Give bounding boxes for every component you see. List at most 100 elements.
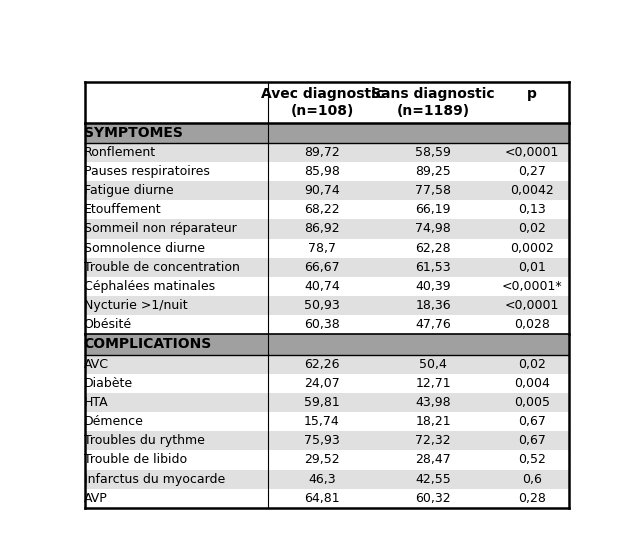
Text: 50,4: 50,4 [419, 358, 447, 371]
Text: Céphalées matinales: Céphalées matinales [84, 280, 215, 293]
Text: 75,93: 75,93 [304, 434, 340, 447]
Text: 90,74: 90,74 [304, 184, 340, 197]
Text: 40,39: 40,39 [415, 280, 451, 293]
Bar [85, 83, 569, 123]
Bar [85, 469, 569, 488]
Text: AVP: AVP [84, 492, 107, 505]
Bar [85, 412, 569, 431]
Bar [85, 200, 569, 219]
Text: 15,74: 15,74 [304, 415, 340, 428]
Text: 12,71: 12,71 [415, 377, 451, 390]
Bar [85, 393, 569, 412]
Text: <0,0001*: <0,0001* [502, 280, 563, 293]
Text: Somnolence diurne: Somnolence diurne [84, 242, 205, 254]
Bar [85, 258, 569, 277]
Bar [85, 238, 569, 258]
Text: Troubles du rythme: Troubles du rythme [84, 434, 205, 447]
Text: 0,02: 0,02 [518, 358, 546, 371]
Text: Pauses respiratoires: Pauses respiratoires [84, 165, 209, 178]
Text: Obésité: Obésité [84, 318, 132, 331]
Bar [85, 277, 569, 296]
Text: 0,52: 0,52 [518, 453, 546, 467]
Text: 89,72: 89,72 [304, 146, 340, 159]
Text: AVC: AVC [84, 358, 108, 371]
Text: (n=108): (n=108) [290, 104, 353, 118]
Text: 60,38: 60,38 [304, 318, 340, 331]
Text: 0,67: 0,67 [518, 434, 546, 447]
Text: 43,98: 43,98 [415, 396, 451, 409]
Text: 66,19: 66,19 [415, 203, 451, 216]
Text: Trouble de libido: Trouble de libido [84, 453, 187, 467]
Text: 42,55: 42,55 [415, 473, 451, 486]
Text: 0,004: 0,004 [514, 377, 550, 390]
Text: 0,0002: 0,0002 [510, 242, 554, 254]
Text: 59,81: 59,81 [304, 396, 340, 409]
Text: 47,76: 47,76 [415, 318, 451, 331]
Text: 28,47: 28,47 [415, 453, 451, 467]
Bar [85, 354, 569, 374]
Text: Démence: Démence [84, 415, 144, 428]
Text: 62,26: 62,26 [304, 358, 340, 371]
Text: 0,005: 0,005 [514, 396, 550, 409]
Text: HTA: HTA [84, 396, 108, 409]
Text: 61,53: 61,53 [415, 261, 451, 274]
Text: 29,52: 29,52 [304, 453, 340, 467]
Text: COMPLICATIONS: COMPLICATIONS [84, 337, 212, 352]
Text: 85,98: 85,98 [304, 165, 340, 178]
Text: Infarctus du myocarde: Infarctus du myocarde [84, 473, 225, 486]
Text: 78,7: 78,7 [308, 242, 336, 254]
Text: Etouffement: Etouffement [84, 203, 161, 216]
Bar [85, 315, 569, 334]
Text: 50,93: 50,93 [304, 299, 340, 312]
Text: 68,22: 68,22 [304, 203, 340, 216]
Text: 72,32: 72,32 [415, 434, 451, 447]
Text: 0,67: 0,67 [518, 415, 546, 428]
Text: 86,92: 86,92 [304, 223, 340, 235]
Text: Avec diagnostic: Avec diagnostic [260, 86, 383, 101]
Text: SYMPTOMES: SYMPTOMES [84, 126, 182, 139]
Bar [85, 334, 569, 354]
Text: 24,07: 24,07 [304, 377, 340, 390]
Text: <0,0001: <0,0001 [505, 299, 560, 312]
Text: 0,28: 0,28 [518, 492, 546, 505]
Text: 18,36: 18,36 [415, 299, 451, 312]
Text: Sommeil non réparateur: Sommeil non réparateur [84, 223, 237, 235]
Text: Trouble de concentration: Trouble de concentration [84, 261, 240, 274]
Text: <0,0001: <0,0001 [505, 146, 560, 159]
Bar [85, 181, 569, 200]
Bar [85, 219, 569, 238]
Text: 66,67: 66,67 [304, 261, 340, 274]
Text: Nycturie >1/nuit: Nycturie >1/nuit [84, 299, 188, 312]
Text: 62,28: 62,28 [415, 242, 451, 254]
Text: Fatigue diurne: Fatigue diurne [84, 184, 174, 197]
Text: 58,59: 58,59 [415, 146, 451, 159]
Bar [85, 162, 569, 181]
Text: 46,3: 46,3 [308, 473, 336, 486]
Text: 0,01: 0,01 [518, 261, 546, 274]
Text: 64,81: 64,81 [304, 492, 340, 505]
Text: Ronflement: Ronflement [84, 146, 156, 159]
Bar [85, 488, 569, 508]
Bar [85, 296, 569, 315]
Text: 77,58: 77,58 [415, 184, 451, 197]
Text: 0,028: 0,028 [514, 318, 550, 331]
Text: (n=1189): (n=1189) [397, 104, 470, 118]
Text: 74,98: 74,98 [415, 223, 451, 235]
Text: 0,02: 0,02 [518, 223, 546, 235]
Text: 0,0042: 0,0042 [510, 184, 554, 197]
Bar [85, 123, 569, 143]
Text: 0,13: 0,13 [518, 203, 546, 216]
Text: 60,32: 60,32 [415, 492, 451, 505]
Bar [85, 143, 569, 162]
Text: Diabète: Diabète [84, 377, 133, 390]
Text: 18,21: 18,21 [415, 415, 451, 428]
Bar [85, 374, 569, 393]
Text: 0,27: 0,27 [518, 165, 546, 178]
Bar [85, 431, 569, 450]
Bar [85, 450, 569, 469]
Text: p: p [527, 86, 537, 101]
Text: Sans diagnostic: Sans diagnostic [371, 86, 495, 101]
Text: 0,6: 0,6 [523, 473, 542, 486]
Text: 89,25: 89,25 [415, 165, 451, 178]
Text: 40,74: 40,74 [304, 280, 340, 293]
